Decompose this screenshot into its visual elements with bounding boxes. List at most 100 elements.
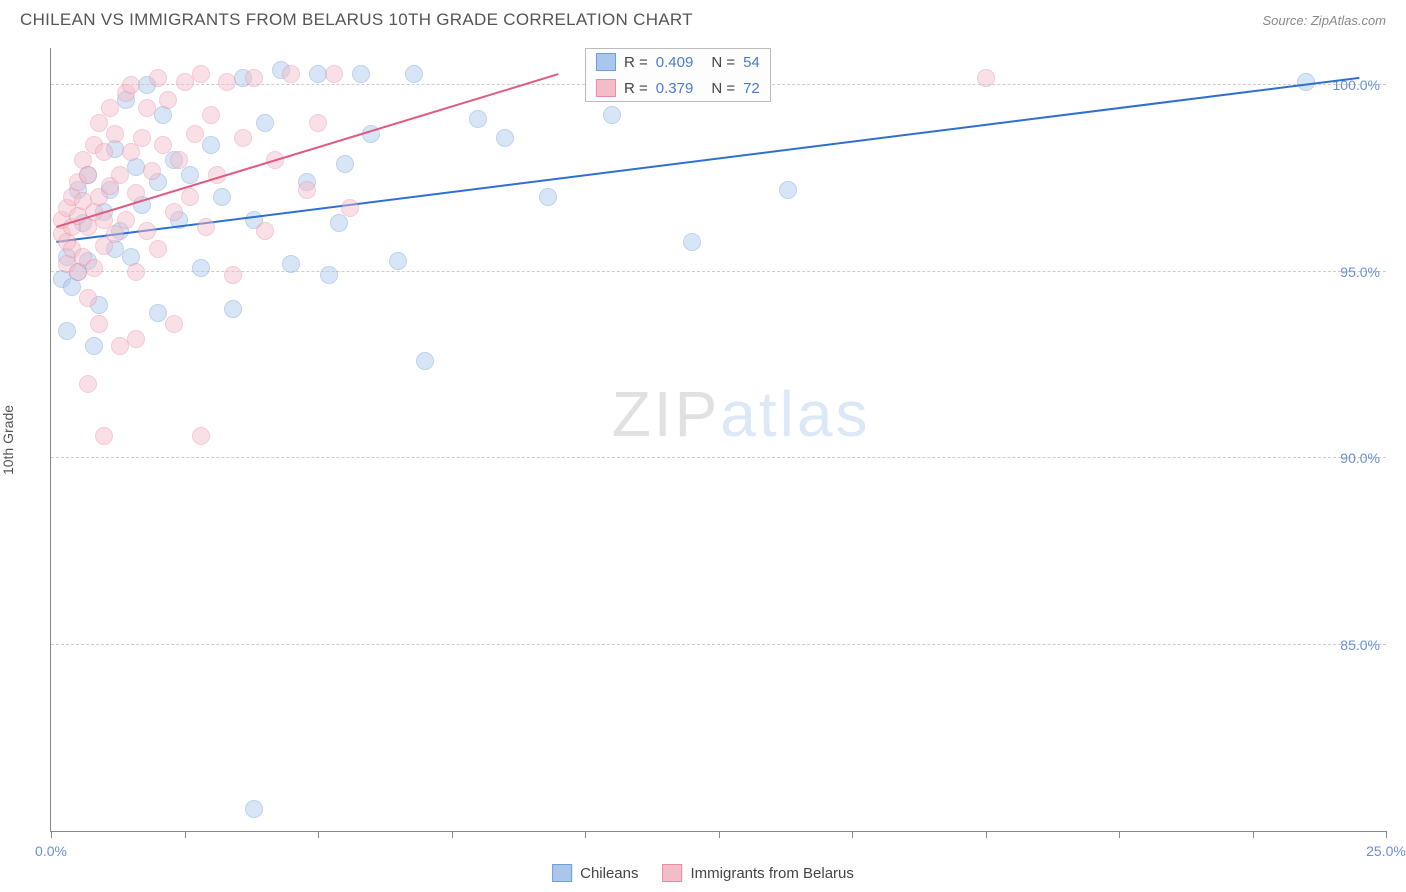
data-point-chileans [256,114,274,132]
data-point-chileans [282,255,300,273]
data-point-belarus [208,166,226,184]
data-point-belarus [79,166,97,184]
legend-item: Chileans [552,864,638,882]
data-point-belarus [90,315,108,333]
source-label: Source: ZipAtlas.com [1262,13,1386,28]
trend-line-chileans [51,48,1386,831]
data-point-chileans [362,125,380,143]
data-point-belarus [256,222,274,240]
gridline [51,644,1386,645]
data-point-chileans [539,188,557,206]
watermark-right: atlas [720,378,870,450]
x-tick-label: 0.0% [35,843,67,859]
data-point-chileans [352,65,370,83]
legend-item: Immigrants from Belarus [663,864,854,882]
data-point-belarus [122,143,140,161]
data-point-chileans [779,181,797,199]
data-point-chileans [336,155,354,173]
x-tick [185,831,186,838]
stats-n-value: 72 [743,80,760,97]
data-point-belarus [170,151,188,169]
data-point-belarus [298,181,316,199]
data-point-belarus [127,184,145,202]
data-point-belarus [341,199,359,217]
watermark: ZIPatlas [612,377,871,451]
data-point-belarus [79,375,97,393]
data-point-belarus [95,427,113,445]
stats-n-value: 54 [743,54,760,71]
data-point-belarus [165,203,183,221]
x-tick [585,831,586,838]
data-point-chileans [245,800,263,818]
data-point-belarus [192,65,210,83]
watermark-left: ZIP [612,378,721,450]
legend-label: Chileans [580,865,638,882]
stats-n-label: N = [711,80,735,97]
data-point-chileans [224,300,242,318]
x-tick [452,831,453,838]
stats-r-value: 0.409 [656,54,694,71]
trend-line-belarus [51,48,1386,831]
data-point-chileans [603,106,621,124]
gridline [51,457,1386,458]
gridline [51,271,1386,272]
chart-title: CHILEAN VS IMMIGRANTS FROM BELARUS 10TH … [20,10,693,30]
data-point-chileans [213,188,231,206]
data-point-belarus [127,263,145,281]
legend-swatch [552,864,572,882]
header: CHILEAN VS IMMIGRANTS FROM BELARUS 10TH … [0,0,1406,36]
data-point-belarus [224,266,242,284]
stats-row: R = 0.409N = 54 [586,49,770,75]
data-point-chileans [683,233,701,251]
data-point-belarus [117,211,135,229]
data-point-belarus [159,91,177,109]
x-tick [719,831,720,838]
stats-r-value: 0.379 [656,80,694,97]
y-axis-label: 10th Grade [0,405,16,475]
data-point-belarus [106,125,124,143]
data-point-belarus [325,65,343,83]
x-tick-label: 25.0% [1366,843,1406,859]
x-tick [318,831,319,838]
data-point-chileans [320,266,338,284]
data-point-belarus [95,143,113,161]
data-point-belarus [149,240,167,258]
data-point-belarus [101,99,119,117]
x-tick [51,831,52,838]
y-tick-label: 85.0% [1340,637,1380,653]
data-point-belarus [266,151,284,169]
data-point-belarus [90,114,108,132]
data-point-belarus [192,427,210,445]
data-point-belarus [202,106,220,124]
data-point-chileans [330,214,348,232]
stats-r-label: R = [624,54,648,71]
legend-swatch [596,79,616,97]
bottom-legend: Chileans Immigrants from Belarus [552,864,854,882]
data-point-chileans [405,65,423,83]
data-point-belarus [181,188,199,206]
data-point-chileans [469,110,487,128]
data-point-chileans [202,136,220,154]
data-point-chileans [85,337,103,355]
legend-swatch [663,864,683,882]
data-point-belarus [149,69,167,87]
data-point-belarus [282,65,300,83]
legend-label: Immigrants from Belarus [691,865,854,882]
data-point-chileans [192,259,210,277]
data-point-belarus [245,69,263,87]
data-point-belarus [127,330,145,348]
data-point-belarus [309,114,327,132]
data-point-belarus [138,99,156,117]
x-tick [1253,831,1254,838]
data-point-chileans [389,252,407,270]
y-tick-label: 95.0% [1340,264,1380,280]
chart-area: ZIPatlas 85.0%90.0%95.0%100.0%0.0%25.0%R… [50,48,1386,832]
data-point-belarus [85,259,103,277]
x-tick [986,831,987,838]
data-point-belarus [138,222,156,240]
data-point-belarus [122,76,140,94]
stats-box: R = 0.409N = 54R = 0.379N = 72 [585,48,771,102]
data-point-chileans [181,166,199,184]
stats-r-label: R = [624,80,648,97]
data-point-belarus [165,315,183,333]
